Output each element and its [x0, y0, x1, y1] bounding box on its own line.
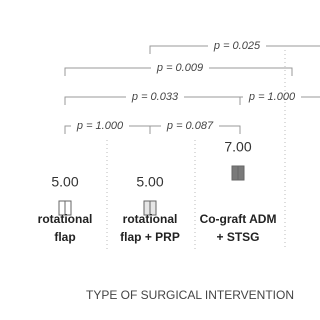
bracket: [149, 45, 320, 54]
p-value: p = 1.000: [248, 91, 296, 103]
bracket: [64, 67, 293, 76]
p-value: p = 0.033: [131, 91, 179, 103]
x-tick-label: rotational: [123, 212, 178, 226]
bracket: [239, 96, 320, 105]
x-axis-title: TYPE OF SURGICAL INTERVENTION: [86, 288, 294, 302]
separators: [106, 50, 286, 250]
p-value: p = 1.000: [76, 120, 124, 132]
x-tick-label: + STSG: [216, 230, 259, 244]
value-label: 5.00: [51, 174, 78, 190]
p-value: p = 0.025: [213, 40, 261, 52]
p-value: p = 0.009: [156, 62, 203, 74]
x-tick-label: flap: [54, 230, 75, 244]
x-tick-label: rotational: [38, 212, 93, 226]
value-label: 5.00: [136, 174, 163, 190]
x-tick-label: flap + PRP: [120, 230, 180, 244]
x-tick-label: Co-graft ADM: [200, 212, 277, 226]
bracket: [149, 125, 241, 134]
value-label: 7.00: [224, 139, 251, 155]
p-value: p = 0.087: [166, 120, 214, 132]
